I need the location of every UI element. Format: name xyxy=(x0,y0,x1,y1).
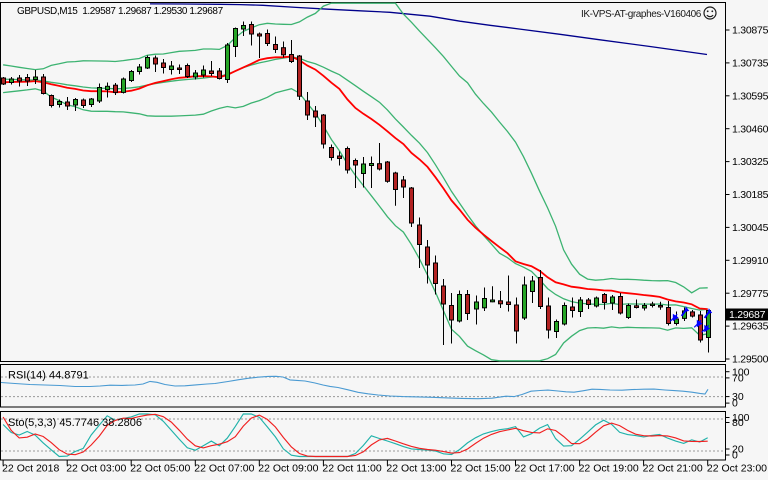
svg-text:22 Oct 03:00: 22 Oct 03:00 xyxy=(66,463,126,475)
svg-text:Sto(5,3,3) 45.7746 38.2806: Sto(5,3,3) 45.7746 38.2806 xyxy=(8,417,142,429)
svg-text:22 Oct 17:00: 22 Oct 17:00 xyxy=(515,463,575,475)
svg-text:GBPUSD,M15 1.29587 1.29687 1.: GBPUSD,M15 1.29587 1.29687 1.29530 1.296… xyxy=(17,6,224,17)
svg-text:20: 20 xyxy=(732,444,744,456)
svg-text:1.29687: 1.29687 xyxy=(729,309,766,321)
svg-text:22 Oct 09:00: 22 Oct 09:00 xyxy=(258,463,318,475)
svg-text:22 Oct 11:00: 22 Oct 11:00 xyxy=(322,463,382,475)
svg-text:0: 0 xyxy=(732,398,738,410)
svg-text:1.30735: 1.30735 xyxy=(732,58,768,70)
svg-text:22 Oct 13:00: 22 Oct 13:00 xyxy=(386,463,446,475)
svg-text:22 Oct 23:00: 22 Oct 23:00 xyxy=(707,463,767,475)
svg-text:1.30460: 1.30460 xyxy=(732,123,768,135)
svg-text:1.29635: 1.29635 xyxy=(732,321,768,333)
svg-text:1.29500: 1.29500 xyxy=(732,354,768,366)
svg-text:22 Oct 15:00: 22 Oct 15:00 xyxy=(451,463,511,475)
svg-text:IK-VPS-AT-graphes-V160406: IK-VPS-AT-graphes-V160406 xyxy=(581,9,702,20)
svg-text:1.30875: 1.30875 xyxy=(732,25,768,37)
svg-text:30: 30 xyxy=(732,391,744,403)
svg-text:100: 100 xyxy=(732,366,750,378)
svg-text:1.30045: 1.30045 xyxy=(732,222,768,234)
svg-text:100: 100 xyxy=(732,412,750,424)
svg-text:70: 70 xyxy=(732,373,744,385)
svg-text:1.30325: 1.30325 xyxy=(732,156,768,168)
svg-text:1.30595: 1.30595 xyxy=(732,90,768,102)
svg-text:22 Oct 21:00: 22 Oct 21:00 xyxy=(643,463,703,475)
svg-text:22 Oct 05:00: 22 Oct 05:00 xyxy=(130,463,190,475)
svg-text:80: 80 xyxy=(732,417,744,429)
svg-text:22 Oct 19:00: 22 Oct 19:00 xyxy=(579,463,639,475)
svg-text:1.29775: 1.29775 xyxy=(732,288,768,300)
svg-text:1.30185: 1.30185 xyxy=(732,189,768,201)
svg-text:RSI(14) 44.8791: RSI(14) 44.8791 xyxy=(8,369,89,381)
svg-text:22 Oct 07:00: 22 Oct 07:00 xyxy=(194,463,254,475)
svg-text:0: 0 xyxy=(732,450,738,462)
svg-text:1.29910: 1.29910 xyxy=(732,255,768,267)
svg-text:22 Oct 2018: 22 Oct 2018 xyxy=(2,463,59,475)
